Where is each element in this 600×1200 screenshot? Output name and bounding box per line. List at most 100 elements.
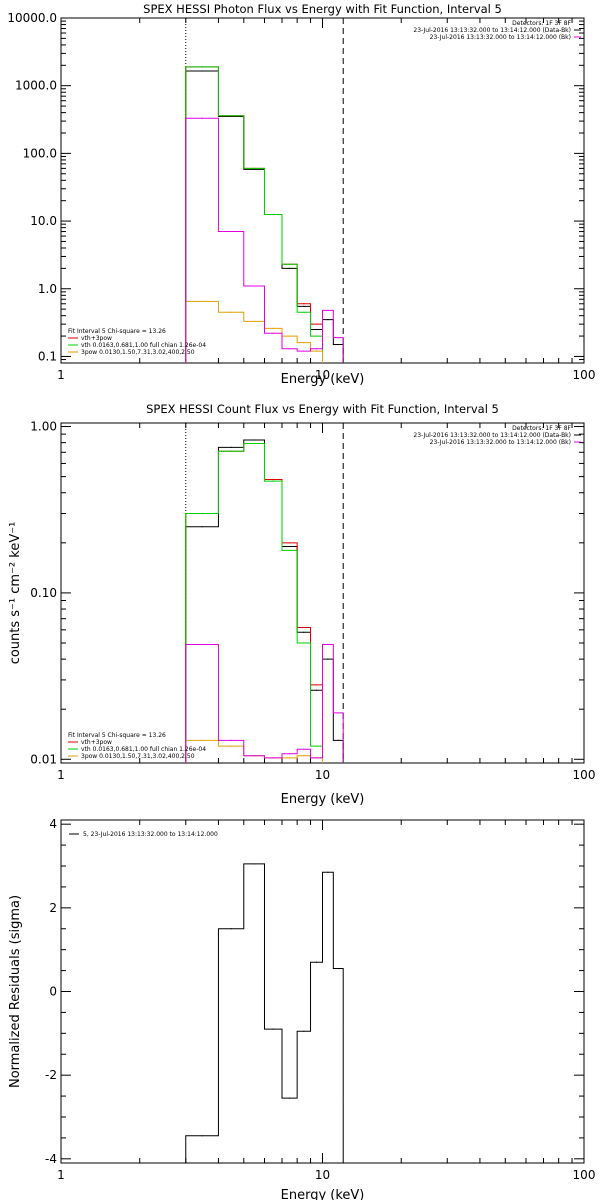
data-point <box>253 285 255 287</box>
data-point <box>253 320 255 322</box>
data-point <box>253 863 255 865</box>
data-point <box>272 478 274 481</box>
residuals-panel: 1 10 100 -4 -2 0 2 4 Energy (keV) Normalized Resi… <box>8 817 595 1200</box>
data-point <box>288 753 291 755</box>
series-line-1 <box>185 66 323 363</box>
x-tick-label: 1 <box>57 768 65 782</box>
y-tick-label: 4 <box>49 817 57 831</box>
data-point <box>230 230 232 233</box>
data-point <box>288 335 291 337</box>
series-line-1 <box>185 443 323 763</box>
y-tick-label: 0.1 <box>38 349 57 363</box>
data-point <box>303 303 305 305</box>
y-tick-label: -4 <box>45 1152 57 1166</box>
series-line-3 <box>185 739 323 763</box>
data-point <box>327 309 329 311</box>
x-tick-label: 100 <box>573 1168 596 1182</box>
data-point <box>315 745 318 747</box>
y-tick-label: 0.10 <box>30 586 57 600</box>
legend-bottom-title: Fit Interval 5 Chi-square = 13.26 <box>68 328 166 335</box>
data-point <box>337 343 339 346</box>
legend-entry: 5, 23-Jul-2016 13:13:32.000 to 13:14:12.… <box>83 831 218 838</box>
series-line-2 <box>185 66 323 363</box>
data-point <box>253 168 255 170</box>
series-line-2 <box>185 443 323 763</box>
data-point <box>253 755 255 757</box>
data-point <box>288 542 291 544</box>
data-point <box>288 1097 291 1099</box>
legend-top-entry: 23-Jul-2016 13:13:32.000 to 13:14:12.000… <box>413 27 571 34</box>
series-line-0 <box>185 863 344 1163</box>
data-point <box>253 167 255 169</box>
legend-top-entry: 23-Jul-2016 13:13:32.000 to 13:14:12.000… <box>430 439 571 446</box>
y-axis-label: counts s⁻¹ cm⁻² keV⁻¹ <box>8 522 23 665</box>
data-point <box>230 115 232 118</box>
data-point <box>230 745 232 747</box>
data-point <box>303 311 305 313</box>
legend-bottom-entry: 3pow 0.0130,1.50,7.31,3.02,400,2.50 <box>81 349 195 356</box>
data-point <box>288 549 291 552</box>
y-tick-label: 0 <box>49 985 57 999</box>
data-point <box>201 1135 203 1137</box>
y-axis-label: Normalized Residuals (sigma) <box>8 895 23 1088</box>
data-point <box>315 335 318 337</box>
legend-bottom-entry: vth+3pow <box>81 739 112 746</box>
data-point <box>303 755 305 757</box>
y-tick-label: -2 <box>45 1068 57 1082</box>
legend-top-entry: 23-Jul-2016 13:13:32.000 to 13:14:12.000… <box>413 432 571 439</box>
data-point <box>230 115 232 117</box>
data-point <box>253 442 255 445</box>
data-point <box>315 684 318 686</box>
data-point <box>201 526 203 528</box>
data-point <box>315 350 318 352</box>
x-tick-label: 1 <box>57 1168 65 1182</box>
data-point <box>288 267 291 269</box>
data-point <box>201 66 203 68</box>
data-point <box>230 450 232 452</box>
data-point <box>288 757 291 759</box>
chart-title: SPEX HESSI Count Flux vs Energy with Fit… <box>146 402 499 416</box>
data-point <box>303 1030 305 1032</box>
data-point <box>303 305 305 307</box>
data-point <box>201 117 203 119</box>
series-line-3 <box>185 300 323 363</box>
legend-bottom-entry: vth 0.0163,0.681,1.00 full chian 1.26e-0… <box>81 746 206 753</box>
data-point <box>303 748 305 750</box>
data-point <box>288 348 291 350</box>
x-axis-label: Energy (keV) <box>281 372 365 387</box>
plot-frame <box>60 819 585 1164</box>
x-tick-label: 10 <box>315 1168 330 1182</box>
y-tick-label: 0.01 <box>30 752 57 766</box>
y-tick-label: 10.0 <box>30 214 57 228</box>
x-tick-label: 100 <box>573 368 596 382</box>
legend-top-entry: 23-Jul-2016 13:13:32.000 to 13:14:12.000… <box>430 34 571 41</box>
y-tick-label: 1000.0 <box>15 79 57 93</box>
legend-bottom-title: Fit Interval 5 Chi-square = 13.26 <box>68 732 166 739</box>
data-point <box>327 871 329 873</box>
data-point <box>272 213 274 216</box>
data-point <box>303 631 305 633</box>
data-point <box>315 328 318 331</box>
data-point <box>272 1028 274 1030</box>
x-axis-label: Energy (keV) <box>281 1188 365 1200</box>
data-point <box>201 300 203 303</box>
data-point <box>201 643 203 646</box>
data-point <box>288 263 291 265</box>
data-point <box>315 757 318 759</box>
legend-bottom-entry: 3pow 0.0130,1.50,7.31,3.02,400,2.50 <box>81 753 195 760</box>
data-point <box>315 689 318 691</box>
x-tick-label: 10 <box>315 768 330 782</box>
data-point <box>201 512 203 515</box>
data-point <box>303 350 305 352</box>
x-tick-label: 1 <box>57 368 65 382</box>
data-point <box>272 480 274 482</box>
data-point <box>337 739 339 741</box>
y-tick-label: 10000.0 <box>7 11 57 25</box>
data-point <box>327 658 329 660</box>
series-line-0 <box>185 439 344 763</box>
data-point <box>303 642 305 644</box>
series-line-4 <box>185 643 344 763</box>
data-point <box>230 446 232 448</box>
x-axis-label: Energy (keV) <box>281 792 365 807</box>
